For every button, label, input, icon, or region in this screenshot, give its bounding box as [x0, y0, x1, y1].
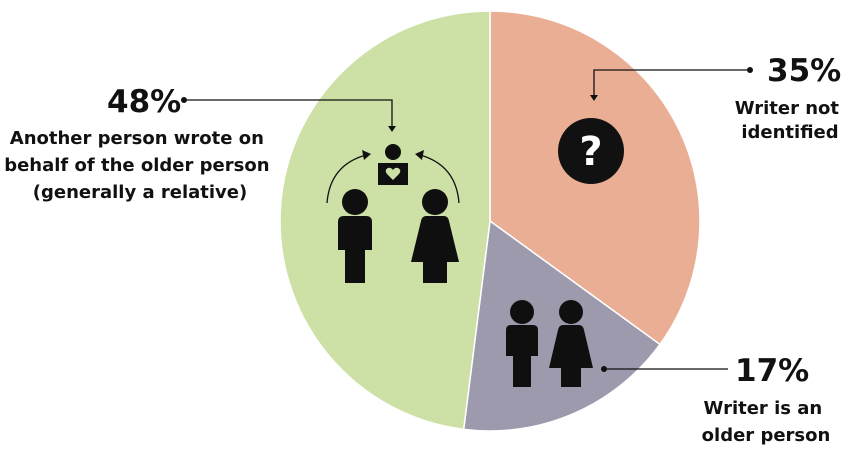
relatives-writing-icon — [326, 144, 460, 283]
annotation-writer-older-person: 17% Writer is an older person — [601, 353, 830, 446]
slice-desc-writer-older-person-line2: older person — [702, 425, 831, 446]
slice-pct-label-writer-not-identified: 35% — [767, 53, 841, 89]
leader-line-writer-not-identified — [593, 69, 748, 97]
slice-desc-writer-older-person-line1: Writer is an — [704, 398, 823, 419]
leader-line-another-person — [184, 99, 393, 128]
pie-slice-another-person — [279, 10, 491, 431]
slice-pct-label-another-person: 48% — [107, 84, 181, 120]
slice-desc-another-person-line3: (generally a relative) — [33, 182, 247, 203]
annotation-another-person: 48% Another person wrote on behalf of th… — [4, 84, 396, 203]
question-mark-icon: ? — [558, 118, 624, 184]
svg-text:Writer is an older perso: Writer is an older person — [702, 398, 831, 446]
older-person-heart-icon — [378, 144, 408, 185]
slice-desc-writer-not-identified-line2: identified — [741, 122, 838, 143]
slice-desc-another-person-line1: Another person wrote on — [10, 128, 264, 149]
annotation-writer-not-identified: 35% Writer not identified — [590, 53, 846, 143]
slice-pct-label-writer-older-person: 17% — [735, 353, 809, 389]
svg-text:Writer not identified: Writer not identified — [735, 98, 846, 143]
older-couple-icon — [506, 300, 593, 387]
svg-text:?: ? — [579, 129, 602, 175]
svg-text:Another person wrote on: Another person wrote on behalf of the ol… — [4, 128, 276, 203]
slice-desc-another-person-line2: behalf of the older person — [4, 155, 269, 176]
slice-desc-writer-not-identified-line1: Writer not — [735, 98, 840, 119]
